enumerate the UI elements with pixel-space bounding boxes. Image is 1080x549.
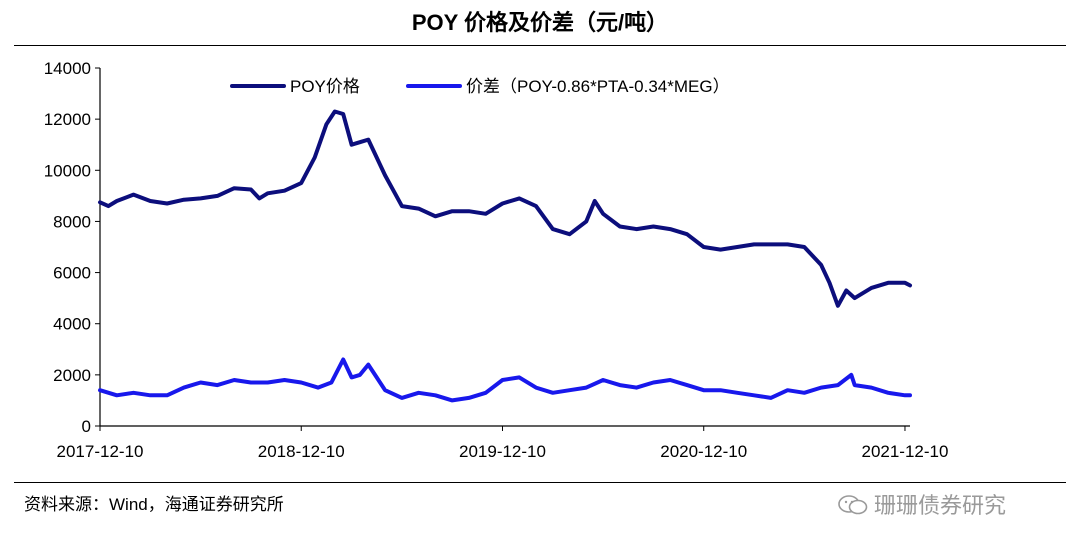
chart-title: POY 价格及价差（元/吨） xyxy=(411,10,669,35)
y-tick-label: 2000 xyxy=(53,366,91,385)
watermark-text: 珊珊债券研究 xyxy=(874,493,1007,518)
footer-rule xyxy=(14,482,1066,483)
series-line-spread xyxy=(98,357,912,403)
x-tick-label: 2018-12-10 xyxy=(258,442,345,461)
y-tick-label: 4000 xyxy=(53,315,91,334)
series-line-poy-price xyxy=(98,109,912,308)
line-chart: 0 2000 4000 6000 8000 10000 12000 14000 2017-12… xyxy=(44,59,949,461)
legend-label: POY价格 xyxy=(290,77,360,96)
x-tick-label: 2021-12-10 xyxy=(861,442,948,461)
y-tick-label: 8000 xyxy=(53,212,91,231)
y-axis-ticks: 0 2000 4000 6000 8000 10000 12000 14000 xyxy=(44,59,100,436)
x-tick-label: 2017-12-10 xyxy=(57,442,144,461)
axes xyxy=(99,68,910,427)
x-tick-label: 2019-12-10 xyxy=(459,442,546,461)
legend-label: 价差（POY-0.86*PTA-0.34*MEG） xyxy=(466,77,730,96)
series-lines xyxy=(98,109,912,403)
y-tick-label: 12000 xyxy=(44,110,91,129)
y-tick-label: 14000 xyxy=(44,59,91,78)
watermark: 珊珊债券研究 xyxy=(838,488,1006,520)
y-tick-label: 6000 xyxy=(53,264,91,283)
x-axis-ticks: 2017-12-10 2018-12-10 2019-12-10 2020-12-10… xyxy=(57,426,948,461)
y-tick-label: 10000 xyxy=(44,161,91,180)
title-rule xyxy=(14,45,1066,46)
y-tick-label: 0 xyxy=(82,417,91,436)
x-tick-label: 2020-12-10 xyxy=(660,442,747,461)
source-note: 资料来源：Wind，海通证券研究所 xyxy=(24,495,284,514)
wechat-icon xyxy=(838,495,868,515)
legend: POY价格 价差（POY-0.86*PTA-0.34*MEG） xyxy=(230,77,730,96)
